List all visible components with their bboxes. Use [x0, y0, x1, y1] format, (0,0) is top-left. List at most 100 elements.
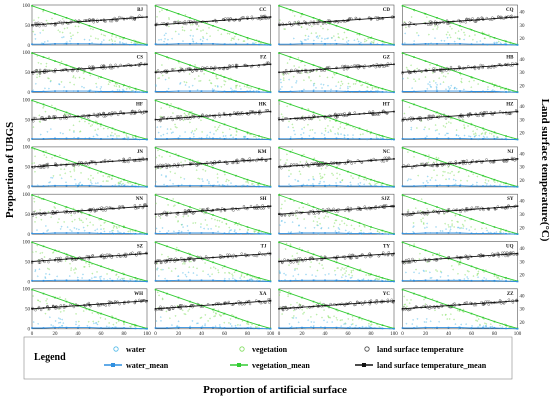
vegetation-point [405, 26, 407, 29]
water-mean-marker [278, 138, 280, 140]
vegetation-point [51, 17, 53, 20]
vegetation-mean-marker [413, 103, 415, 106]
vegetation-mean-marker [123, 226, 125, 228]
lst-mean-marker [312, 211, 315, 213]
vegetation-point [483, 129, 485, 132]
lst-mean-marker [134, 206, 137, 208]
lst-mean-marker [289, 165, 292, 167]
vegetation-point [183, 81, 186, 83]
vegetation-point [108, 175, 110, 177]
water-mean-marker [134, 280, 137, 282]
vegetation-point [356, 33, 358, 36]
water-mean-marker [278, 185, 280, 187]
vegetation-point [42, 29, 44, 32]
panel-cc: CC [154, 4, 272, 46]
vegetation-point [168, 18, 170, 20]
vegetation-point [223, 83, 226, 86]
y-tick-left: 50 [25, 260, 31, 265]
water-mean-marker [88, 279, 91, 282]
lst-mean-marker [436, 163, 438, 166]
water-point [427, 83, 429, 85]
vegetation-point [168, 25, 170, 28]
vegetation-point [337, 33, 339, 35]
vegetation-mean-marker [436, 17, 438, 19]
water-point [231, 89, 233, 91]
lst-mean-marker [111, 113, 114, 115]
water-point [327, 84, 329, 87]
lst-point [175, 115, 179, 118]
vegetation-point [347, 82, 350, 85]
lst-point [118, 15, 121, 19]
vegetation-point [51, 157, 53, 159]
lst-mean-marker [77, 162, 79, 165]
water-mean-marker [42, 279, 45, 282]
vegetation-mean-marker [505, 229, 507, 232]
lst-mean-marker [88, 209, 91, 211]
water-mean-marker [146, 280, 148, 283]
water-point [110, 134, 112, 137]
lst-mean-marker [269, 158, 272, 160]
water-point [347, 134, 349, 136]
water-mean-marker [370, 43, 372, 45]
water-point [120, 183, 123, 186]
lst-point [446, 22, 449, 25]
lst-point [249, 110, 252, 113]
lst-point [226, 67, 229, 71]
water-point [191, 84, 194, 87]
water-mean-marker [301, 184, 303, 187]
water-mean-marker [31, 185, 33, 187]
vegetation-point [306, 28, 308, 30]
lst-mean-marker [413, 23, 415, 25]
lst-mean-marker [212, 20, 214, 22]
water-point [96, 134, 99, 137]
water-point [35, 83, 37, 85]
vegetation-point [181, 29, 184, 31]
lst-mean-marker [381, 206, 384, 208]
panel-label: BJ [137, 8, 143, 13]
vegetation-point [64, 172, 67, 175]
water-point [294, 133, 296, 136]
vegetation-point [300, 26, 303, 28]
water-point [60, 177, 63, 180]
vegetation-point [69, 170, 72, 173]
water-mean-marker [31, 279, 33, 282]
water-mean-marker [177, 279, 180, 282]
vegetation-point [461, 118, 464, 121]
vegetation-point [473, 79, 475, 82]
water-mean-marker [470, 185, 473, 187]
lst-mean-marker [189, 21, 191, 24]
vegetation-mean-marker [111, 222, 114, 224]
vegetation-mean-marker [65, 253, 68, 256]
panel-label: NC [383, 150, 391, 155]
lst-mean-marker [324, 21, 326, 23]
vegetation-point [437, 26, 439, 28]
lst-mean-marker [312, 21, 315, 24]
lst-mean-marker [482, 65, 484, 68]
vegetation-mean-marker [177, 202, 180, 204]
vegetation-mean-marker [88, 25, 91, 27]
water-mean-marker [358, 138, 361, 140]
vegetation-point [310, 79, 312, 82]
lst-mean-marker [335, 114, 338, 117]
water-mean-marker [347, 90, 349, 93]
lst-mean-marker [335, 162, 338, 164]
vegetation-mean-marker [424, 13, 427, 15]
lst-point [186, 117, 190, 120]
vegetation-mean-marker [482, 33, 484, 35]
water-mean-marker [289, 43, 292, 45]
water-mean-marker [111, 232, 114, 235]
vegetation-point [34, 170, 36, 173]
vegetation-point [120, 180, 123, 183]
vegetation-point [36, 76, 38, 79]
vegetation-point [78, 76, 81, 79]
vegetation-mean-marker [111, 269, 114, 272]
vegetation-point [405, 66, 408, 69]
vegetation-mean-marker [235, 127, 237, 130]
vegetation-point [102, 180, 104, 183]
water-point [346, 41, 348, 43]
lst-point [471, 17, 474, 20]
lst-point [419, 118, 422, 122]
water-mean-marker [413, 185, 415, 187]
vegetation-mean-marker [482, 127, 484, 130]
vegetation-point [177, 19, 179, 22]
